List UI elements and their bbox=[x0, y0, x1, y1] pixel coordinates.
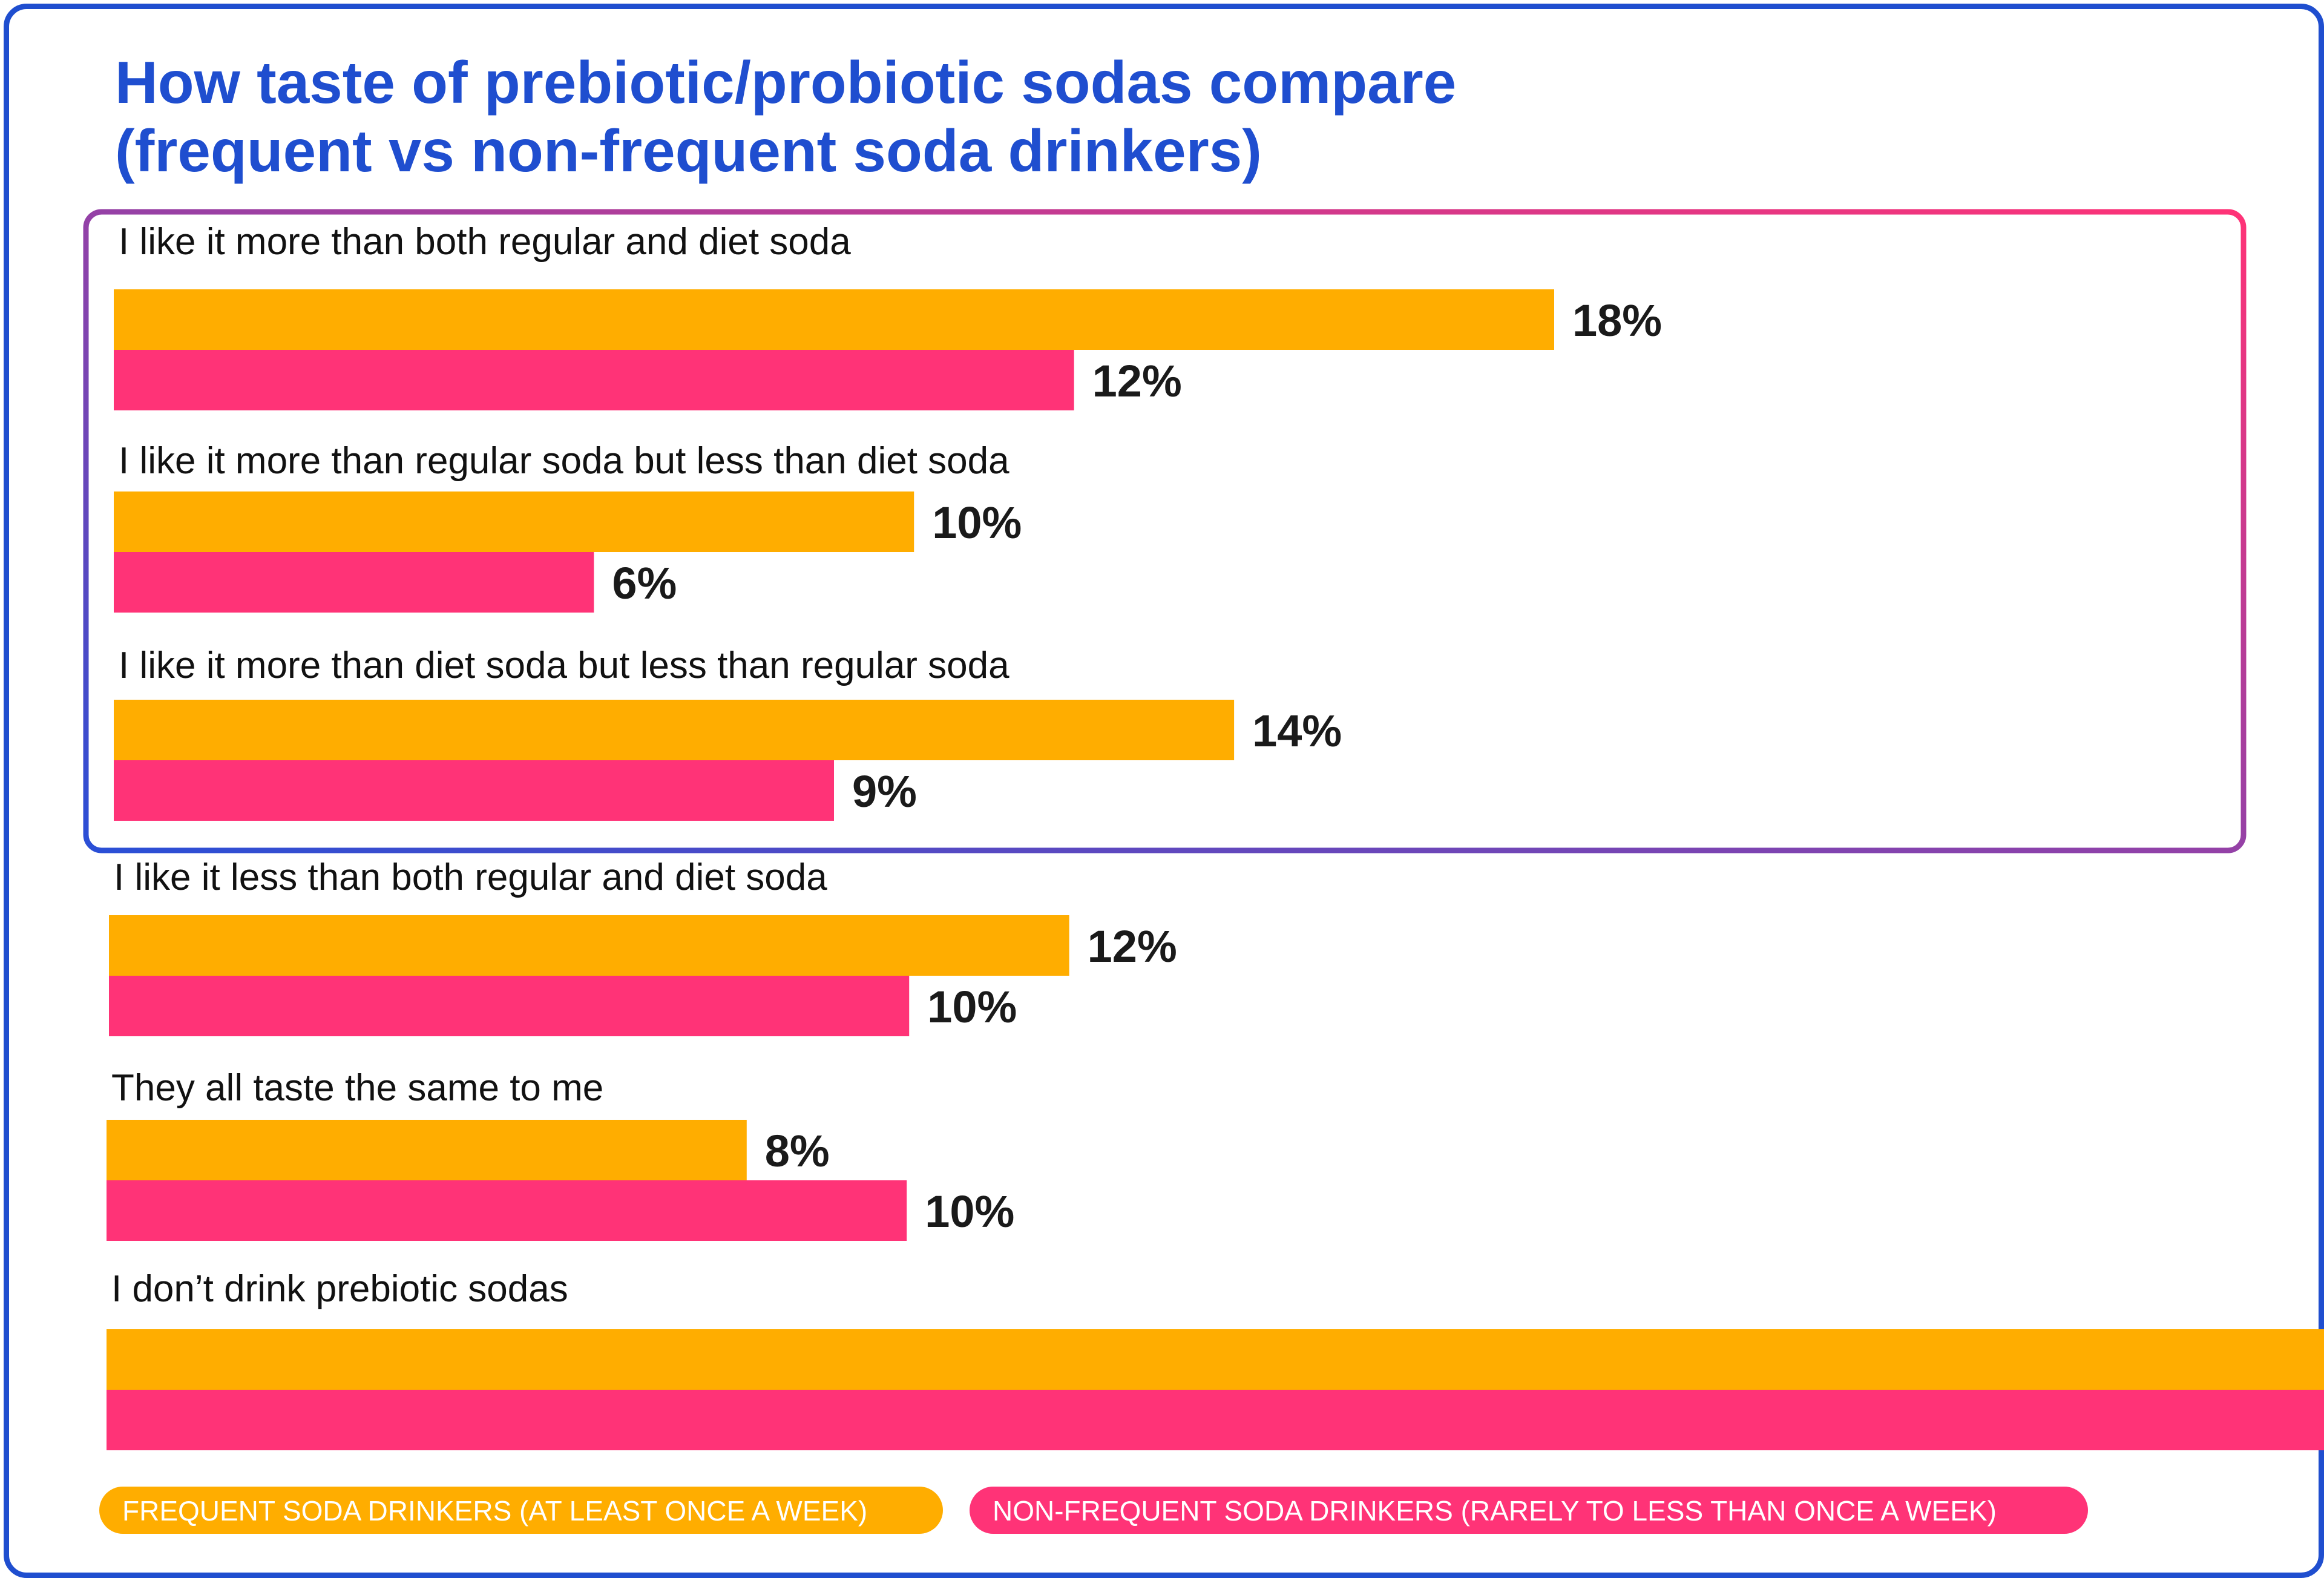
highlight-box bbox=[83, 209, 2247, 853]
legend-pill-frequent bbox=[99, 1487, 943, 1534]
category-group-5: They all taste the same to me 8% 10% bbox=[107, 1067, 1014, 1241]
legend-label-non-frequent: NON-FREQUENT SODA DRINKERS (RARELY TO LE… bbox=[993, 1495, 1997, 1527]
category-group-1: I like it more than both regular and die… bbox=[114, 221, 1662, 410]
bar-non-frequent-1 bbox=[114, 350, 1074, 410]
bar-frequent-3 bbox=[114, 700, 1235, 760]
category-label-6: I don’t drink prebiotic sodas bbox=[111, 1268, 568, 1310]
category-group-6: I don’t drink prebiotic sodas39%53% bbox=[107, 1268, 2324, 1450]
value-label-non-frequent-5: 10% bbox=[925, 1186, 1014, 1237]
category-group-4: I like it less than both regular and die… bbox=[109, 856, 1177, 1036]
bar-frequent-2 bbox=[114, 491, 914, 552]
bars-layer: I like it more than both regular and die… bbox=[107, 221, 2324, 1450]
value-label-non-frequent-1: 12% bbox=[1092, 356, 1182, 406]
chart-title-line-2: (frequent vs non-frequent soda drinkers) bbox=[115, 117, 1262, 184]
legend: FREQUENT SODA DRINKERS (AT LEAST ONCE A … bbox=[99, 1487, 2088, 1534]
category-label-1: I like it more than both regular and die… bbox=[119, 221, 851, 263]
bar-non-frequent-4 bbox=[109, 976, 910, 1036]
bar-frequent-1 bbox=[114, 289, 1554, 350]
legend-item-frequent: FREQUENT SODA DRINKERS (AT LEAST ONCE A … bbox=[99, 1487, 943, 1534]
value-label-non-frequent-2: 6% bbox=[612, 558, 677, 608]
bar-non-frequent-3 bbox=[114, 760, 834, 821]
bar-non-frequent-6 bbox=[107, 1390, 2324, 1450]
legend-item-non-frequent: NON-FREQUENT SODA DRINKERS (RARELY TO LE… bbox=[970, 1487, 2088, 1534]
category-label-5: They all taste the same to me bbox=[111, 1067, 603, 1109]
value-label-frequent-2: 10% bbox=[932, 498, 1022, 548]
value-label-frequent-4: 12% bbox=[1088, 921, 1177, 971]
legend-pill-non-frequent bbox=[970, 1487, 2088, 1534]
bar-frequent-6 bbox=[107, 1329, 2324, 1390]
category-label-3: I like it more than diet soda but less t… bbox=[119, 645, 1009, 686]
value-label-non-frequent-4: 10% bbox=[927, 982, 1017, 1032]
value-label-frequent-3: 14% bbox=[1252, 706, 1342, 756]
bar-non-frequent-2 bbox=[114, 552, 594, 613]
category-label-2: I like it more than regular soda but les… bbox=[119, 440, 1009, 482]
chart-title-line-1: How taste of prebiotic/probiotic sodas c… bbox=[115, 49, 1456, 116]
value-label-frequent-5: 8% bbox=[765, 1126, 830, 1176]
value-label-non-frequent-3: 9% bbox=[852, 766, 917, 817]
bar-non-frequent-5 bbox=[107, 1180, 907, 1241]
category-label-4: I like it less than both regular and die… bbox=[114, 856, 827, 898]
category-group-3: I like it more than diet soda but less t… bbox=[114, 645, 1342, 821]
legend-label-frequent: FREQUENT SODA DRINKERS (AT LEAST ONCE A … bbox=[122, 1495, 867, 1527]
category-group-2: I like it more than regular soda but les… bbox=[114, 440, 1022, 613]
bar-frequent-5 bbox=[107, 1120, 747, 1180]
bar-frequent-4 bbox=[109, 915, 1069, 976]
value-label-frequent-1: 18% bbox=[1572, 295, 1662, 346]
